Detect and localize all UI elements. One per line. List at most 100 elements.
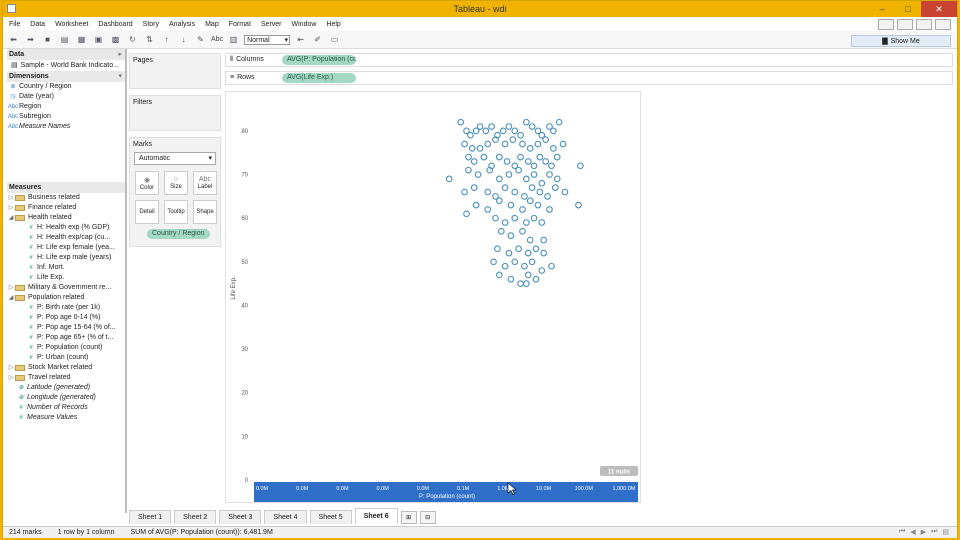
scatter-point[interactable]: [484, 206, 492, 213]
scatter-point[interactable]: [501, 262, 509, 270]
scatter-point[interactable]: [522, 219, 530, 226]
scatter-point[interactable]: [553, 175, 561, 183]
menu-data[interactable]: Data: [30, 20, 46, 28]
swap-icon[interactable]: ⇅: [146, 35, 153, 44]
scatter-point[interactable]: [536, 188, 544, 196]
measure-field[interactable]: # Inf. Mort.: [7, 263, 125, 273]
sort-ascending-icon[interactable]: ↑: [164, 35, 169, 44]
worksheet-view[interactable]: 0 10 20 30 40 50 60 70 80 Life Exp. 11 nulls 0.0M 0.…: [225, 91, 641, 503]
filmstrip-icon[interactable]: ▤: [942, 529, 949, 536]
measure-field[interactable]: # P: Pop age 15-64 (% of...: [7, 323, 125, 333]
scatter-point[interactable]: [528, 123, 536, 130]
scatter-point[interactable]: [501, 140, 509, 148]
measure-folder[interactable]: ▷ Business related: [7, 193, 125, 203]
scatter-point[interactable]: [507, 275, 515, 283]
scatter-point[interactable]: [521, 262, 528, 270]
scatter-point[interactable]: [542, 136, 549, 143]
dimension-field[interactable]: ◷ Date (year): [7, 92, 125, 102]
chevron-right-icon[interactable]: ▷: [8, 365, 14, 371]
scatter-point[interactable]: [482, 127, 490, 135]
menu-worksheet[interactable]: Worksheet: [55, 20, 89, 28]
scatter-point[interactable]: [501, 184, 509, 191]
scatter-point[interactable]: [465, 153, 472, 161]
scatter-point[interactable]: [577, 162, 584, 170]
nulls-indicator[interactable]: 11 nulls: [600, 466, 638, 476]
scatter-point[interactable]: [486, 166, 494, 174]
chevron-down-icon[interactable]: ◢: [8, 295, 14, 301]
measure-field[interactable]: # H: Life exp female (yea...: [7, 243, 125, 253]
scatter-point[interactable]: [505, 171, 513, 178]
scatter-point[interactable]: [522, 280, 530, 287]
scatter-point[interactable]: [546, 171, 553, 178]
menu-analysis[interactable]: Analysis: [169, 20, 196, 28]
scatter-point[interactable]: [534, 127, 542, 135]
scatter-point[interactable]: [550, 127, 557, 135]
menu-dashboard[interactable]: Dashboard: [98, 20, 133, 28]
scatter-point[interactable]: [467, 131, 474, 139]
dimension-field[interactable]: ⊕ Country / Region: [7, 82, 125, 92]
scatter-point[interactable]: [550, 145, 557, 152]
scatter-point[interactable]: [528, 184, 536, 191]
scatter-point[interactable]: [538, 131, 546, 139]
sheet-tab[interactable]: Sheet 4: [264, 510, 307, 524]
mark-type-dropdown[interactable]: Automatic: [134, 152, 216, 165]
scatter-point[interactable]: [517, 280, 524, 287]
highlight-icon[interactable]: ✎: [197, 35, 204, 44]
show-labels-button[interactable]: Abc: [211, 36, 224, 43]
scatter-point[interactable]: [519, 140, 526, 148]
scatter-point[interactable]: [521, 193, 528, 200]
scatter-point[interactable]: [551, 184, 559, 191]
marks-size-button[interactable]: ○ Size: [164, 171, 188, 195]
generated-field[interactable]: # Measure Values: [7, 413, 125, 423]
measure-folder[interactable]: ▷ Finance related: [7, 203, 125, 213]
scatter-point[interactable]: [511, 214, 519, 222]
scatter-point[interactable]: [461, 188, 468, 196]
scatter-point[interactable]: [511, 162, 519, 170]
new-datasource-icon[interactable]: ▤: [60, 35, 69, 44]
maximize-button[interactable]: □: [905, 4, 911, 14]
scatter-point[interactable]: [517, 131, 524, 139]
sheet-tab[interactable]: Sheet 6: [354, 508, 398, 524]
scatter-point[interactable]: [511, 258, 519, 266]
pages-card[interactable]: Pages: [129, 53, 221, 89]
chevron-down-icon[interactable]: ◢: [8, 215, 14, 221]
dimension-field[interactable]: Abc Region: [7, 102, 125, 112]
scatter-point[interactable]: [534, 201, 542, 209]
measure-field[interactable]: # P: Urban (count): [7, 353, 125, 363]
measure-folder[interactable]: ◢ Health related: [7, 213, 125, 223]
sheet-tab[interactable]: Sheet 3: [219, 510, 262, 524]
measure-folder[interactable]: ▷ Military & Government re...: [7, 283, 125, 293]
chevron-right-icon[interactable]: ▷: [8, 195, 14, 201]
measure-field[interactable]: # P: Population (count): [7, 343, 125, 353]
chevron-right-icon[interactable]: ▷: [8, 205, 14, 211]
scatter-point[interactable]: [505, 249, 513, 257]
menu-file[interactable]: File: [9, 20, 21, 28]
scatter-point[interactable]: [457, 118, 465, 126]
scatter-point[interactable]: [546, 206, 553, 213]
measure-field[interactable]: # Life Exp.: [7, 273, 125, 283]
scatter-point[interactable]: [530, 171, 538, 178]
scatter-point[interactable]: [490, 258, 497, 266]
scatter-point[interactable]: [492, 193, 499, 200]
scatter-point[interactable]: [480, 153, 488, 161]
scatter-point[interactable]: [515, 245, 522, 253]
menu-window[interactable]: Window: [291, 20, 317, 28]
measure-folder[interactable]: ▷ Stock Market related: [7, 363, 125, 373]
dimension-field[interactable]: Abc Measure Names: [7, 122, 125, 132]
scatter-point[interactable]: [524, 249, 532, 257]
scatter-point[interactable]: [555, 118, 563, 126]
scatter-point[interactable]: [492, 214, 499, 222]
scatter-point[interactable]: [542, 158, 549, 165]
scatter-point[interactable]: [474, 171, 482, 178]
marks-label-button[interactable]: Abc Label: [193, 171, 217, 195]
scatter-point[interactable]: [495, 197, 503, 205]
marks-detail-button[interactable]: Detail: [135, 200, 159, 224]
forward-icon[interactable]: ➡: [27, 35, 34, 44]
generated-field[interactable]: ⊕ Longitude (generated): [7, 393, 125, 403]
scatter-point[interactable]: [509, 136, 517, 143]
toggle-sheet-icon[interactable]: [897, 19, 913, 30]
x-axis[interactable]: 0.0M 0.0M 0.0M 0.0M 0.0M 0.1M 1.0M 10.0M 100.0M 1…: [254, 482, 638, 502]
prev-sheet-icon[interactable]: ◀: [910, 529, 916, 536]
generated-field[interactable]: # Number of Records: [7, 403, 125, 413]
